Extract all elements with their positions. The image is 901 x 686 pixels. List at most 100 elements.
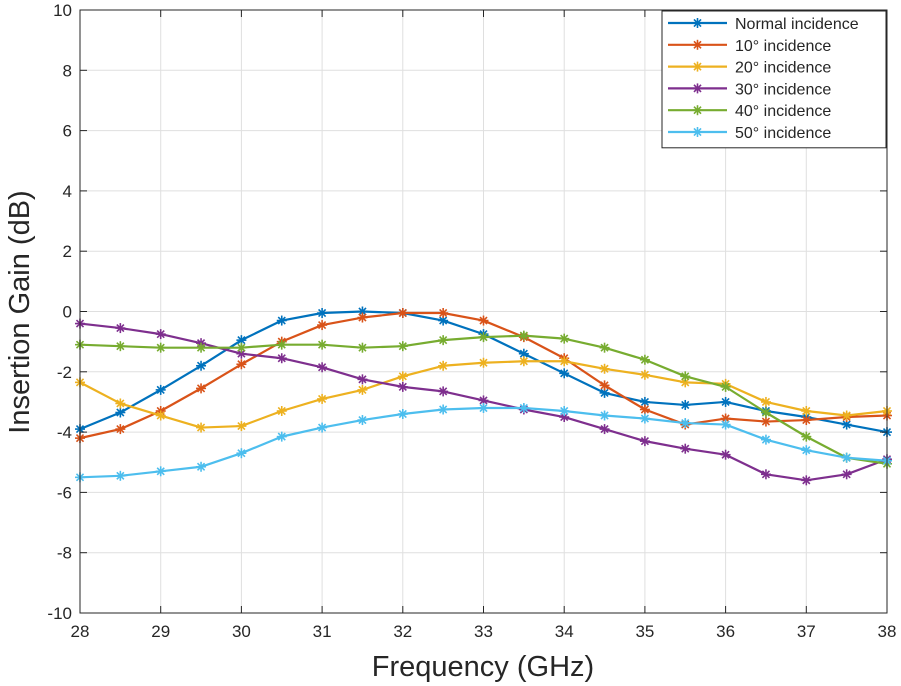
- data-point: [680, 443, 691, 454]
- data-point: [478, 332, 489, 343]
- data-point: [692, 83, 703, 94]
- data-point: [760, 407, 771, 418]
- data-point: [196, 422, 207, 433]
- y-tick-label: -8: [57, 544, 72, 563]
- y-tick-label: -4: [57, 423, 72, 442]
- data-point: [155, 342, 166, 353]
- x-tick-label: 36: [716, 622, 735, 641]
- data-point: [115, 470, 126, 481]
- data-point: [397, 409, 408, 420]
- legend-entry: 20° incidence: [668, 60, 831, 77]
- data-point: [720, 381, 731, 392]
- data-point: [841, 469, 852, 480]
- data-point: [692, 127, 703, 137]
- data-point: [397, 371, 408, 382]
- data-point: [438, 308, 449, 319]
- data-point: [559, 356, 570, 367]
- data-point: [639, 413, 650, 424]
- x-tick-label: 31: [313, 622, 332, 641]
- data-point: [639, 369, 650, 380]
- data-point: [397, 381, 408, 392]
- x-tick-label: 32: [393, 622, 412, 641]
- data-point: [115, 398, 126, 409]
- data-point: [115, 424, 126, 435]
- y-axis-label: Insertion Gain (dB): [4, 190, 36, 433]
- legend-entry: 30° incidence: [668, 81, 831, 98]
- data-point: [357, 306, 368, 317]
- x-tick-label: 38: [878, 622, 897, 641]
- legend-entry: 50° incidence: [668, 125, 831, 142]
- data-point: [478, 357, 489, 368]
- data-point: [317, 320, 328, 331]
- legend: Normal incidence 10° incidence 20° inciden…: [661, 10, 887, 149]
- y-tick-label: -6: [57, 483, 72, 502]
- x-tick-label: 28: [71, 622, 90, 641]
- data-point: [196, 383, 207, 394]
- data-point: [155, 384, 166, 395]
- data-point: [357, 415, 368, 426]
- x-tick-label: 34: [555, 622, 574, 641]
- data-point: [155, 329, 166, 340]
- data-point: [478, 402, 489, 413]
- data-point: [236, 342, 247, 353]
- data-point: [692, 39, 703, 50]
- axes-box: [79, 9, 888, 614]
- data-point: [760, 434, 771, 445]
- data-point: [317, 422, 328, 433]
- data-point: [841, 410, 852, 421]
- data-point: [196, 360, 207, 371]
- x-tick-label: 30: [232, 622, 251, 641]
- data-point: [236, 359, 247, 370]
- y-tick-label: 6: [63, 122, 72, 141]
- data-point: [438, 360, 449, 371]
- data-point: [397, 341, 408, 352]
- y-tick-label: -10: [47, 604, 72, 623]
- data-point: [317, 393, 328, 404]
- data-point: [518, 356, 529, 367]
- x-axis-label: Frequency (GHz): [372, 651, 594, 683]
- legend-label: 40° incidence: [735, 103, 831, 120]
- tick-labels: 28 29 30 31 32 33 34 35 36 37 38 -10 -8 -6 -4 -2 0 2 4 6 8 10: [47, 1, 896, 641]
- legend-label: 20° incidence: [735, 60, 831, 77]
- legend-box: [661, 10, 887, 149]
- data-point: [155, 466, 166, 477]
- legend-label: 30° incidence: [735, 81, 831, 98]
- data-point: [276, 405, 287, 416]
- data-point: [236, 448, 247, 459]
- data-point: [599, 342, 610, 353]
- data-point: [680, 371, 691, 382]
- x-tick-label: 37: [797, 622, 816, 641]
- data-point: [357, 342, 368, 353]
- legend-entry: Normal incidence: [668, 16, 859, 33]
- data-point: [518, 330, 529, 341]
- data-point: [559, 333, 570, 344]
- data-point: [357, 374, 368, 385]
- data-point: [720, 413, 731, 424]
- data-point: [317, 362, 328, 373]
- data-point: [760, 469, 771, 480]
- series-4: [75, 330, 892, 469]
- axes: [79, 9, 888, 614]
- data-point: [599, 380, 610, 391]
- data-point: [518, 402, 529, 413]
- y-tick-label: 8: [63, 61, 72, 80]
- data-point: [115, 323, 126, 334]
- data-point: [438, 404, 449, 415]
- data-point: [196, 342, 207, 353]
- data-point: [720, 396, 731, 407]
- x-tick-label: 29: [151, 622, 170, 641]
- legend-label: Normal incidence: [735, 16, 859, 33]
- y-tick-label: 4: [63, 182, 72, 201]
- data-point: [801, 405, 812, 416]
- data-point: [559, 405, 570, 416]
- data-point: [397, 308, 408, 319]
- data-point: [680, 399, 691, 410]
- data-point: [276, 315, 287, 326]
- x-tick-label: 33: [474, 622, 493, 641]
- data-point: [559, 368, 570, 379]
- data-point: [639, 436, 650, 447]
- data-point: [680, 418, 691, 429]
- y-tick-label: 10: [53, 1, 72, 20]
- data-point: [115, 341, 126, 352]
